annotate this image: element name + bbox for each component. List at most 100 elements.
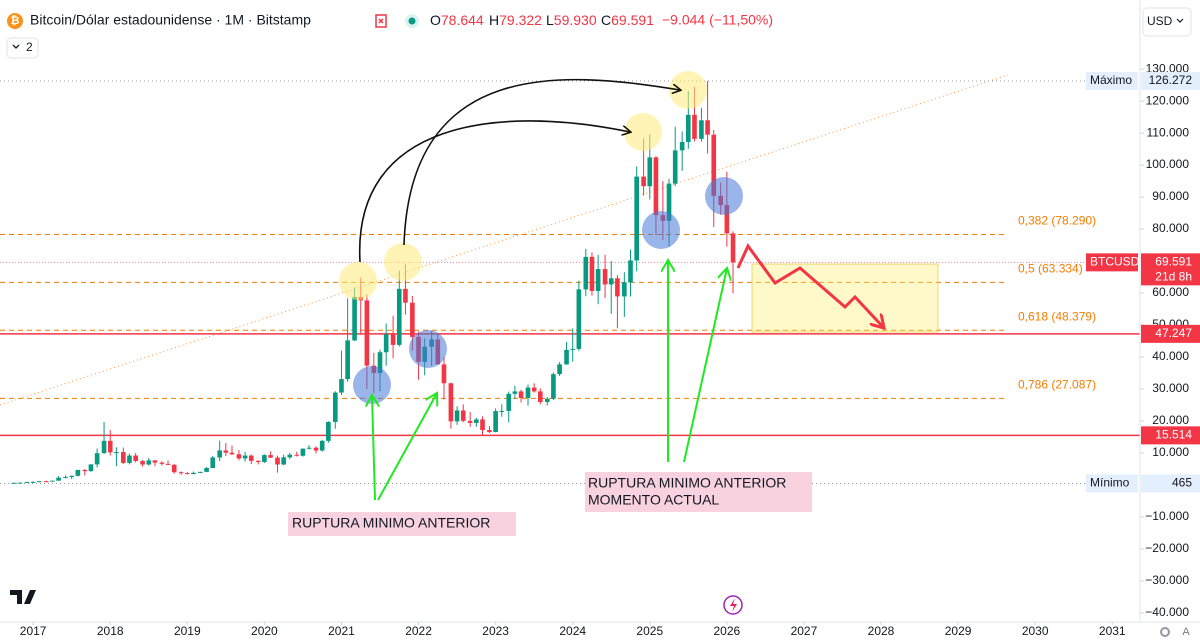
scale-mode[interactable]: A [1182, 626, 1190, 638]
candle-body [493, 411, 498, 433]
y-tick-label: 100.000 [1146, 157, 1190, 171]
price-line-value: 15.514 [1155, 428, 1192, 442]
currency: USD [1147, 14, 1173, 28]
candle-body [146, 460, 152, 465]
candle-body [679, 142, 685, 151]
candle-body [36, 481, 42, 483]
x-tick-label: 2027 [791, 624, 818, 638]
header: ₿ Bitcoin/Dólar estadounidense · 1M · Bi… [6, 12, 773, 59]
indicators-toggle[interactable] [6, 37, 39, 59]
candle-body [43, 481, 49, 483]
candle-body [506, 393, 512, 411]
candle-body [467, 420, 473, 423]
candle-body [647, 157, 653, 187]
x-tick-label: 2022 [405, 624, 432, 638]
candle-body [121, 452, 126, 463]
x-tick-label: 2028 [868, 624, 895, 638]
candle-body [248, 455, 254, 461]
candle-body [127, 455, 132, 463]
candle-body [236, 454, 242, 459]
annotation-text: RUPTURA MINIMO ANTERIOR [292, 515, 490, 531]
symbol-icon [7, 13, 23, 29]
highlight-yellow [669, 71, 707, 109]
x-tick-label: 2017 [20, 624, 47, 638]
candle-body [557, 364, 562, 375]
candle-body [114, 452, 119, 454]
candle-body [410, 302, 415, 337]
candle-body [198, 471, 203, 473]
ohlc-open: O78.644 [430, 12, 484, 28]
highlights [339, 71, 743, 404]
candle-body [56, 477, 61, 481]
candle-body [306, 447, 312, 449]
trend-line [0, 74, 1009, 406]
candle-body [101, 440, 107, 454]
y-tick-label: 60.000 [1152, 285, 1189, 299]
annotation-box [585, 472, 812, 512]
time-axis: 2017 2018 2019 2020 2021 2022 2023 2024 2025 2026… [0, 621, 1200, 638]
arrows [359, 78, 884, 501]
target-box [751, 263, 939, 333]
currency-button[interactable] [1142, 7, 1192, 37]
candle-body [345, 340, 350, 380]
candle-body [255, 460, 261, 462]
candle-body [217, 450, 222, 458]
candle-body [262, 455, 267, 462]
flag-icon[interactable] [375, 14, 387, 28]
alert-icon[interactable] [723, 595, 743, 615]
candle-body [672, 150, 678, 184]
candle-body [551, 374, 556, 399]
countdown: 21d 8h [1155, 270, 1192, 284]
candle-body [666, 183, 672, 221]
candle-body [608, 278, 614, 285]
candle-body [622, 282, 627, 297]
x-tick-label: 2025 [636, 624, 663, 638]
candle-body [711, 134, 717, 196]
candle-body [313, 447, 319, 451]
y-tick-label: 120.000 [1146, 93, 1190, 107]
ohlc-value: 59.930 [554, 12, 597, 28]
price-line-value-box [1141, 474, 1200, 493]
candle-body [454, 410, 460, 422]
ohlc-high: H79.322 [489, 12, 542, 28]
candle-body [152, 460, 158, 463]
chevron [12, 44, 20, 49]
candle-body [460, 410, 466, 421]
candle-body [538, 391, 543, 402]
y-tick-label: 40.000 [1152, 349, 1189, 363]
last-price-value: 69.591 [1155, 255, 1192, 269]
y-tick-label: 130.000 [1146, 61, 1190, 75]
candle-body [653, 157, 659, 216]
candle-body [692, 114, 697, 139]
candle-body [30, 481, 36, 483]
highlight-yellow [339, 262, 377, 300]
candle-body [441, 364, 447, 384]
x-tick-label: 2020 [251, 624, 278, 638]
levels-layer [0, 74, 1140, 485]
axis-background [1140, 0, 1200, 640]
x-tick-label: 2026 [714, 624, 741, 638]
candle-body [383, 334, 389, 353]
candle-body [730, 233, 736, 263]
candle-body [275, 457, 280, 465]
candle-body [332, 392, 338, 422]
candles [11, 81, 736, 484]
candle-body [11, 482, 17, 484]
candle-body [159, 462, 165, 464]
candle-body [487, 429, 492, 433]
indicators-count: 2 [26, 40, 33, 54]
symbol-tag-box [1086, 253, 1138, 272]
chevron [1176, 18, 1184, 23]
annotation-text: MOMENTO ACTUAL [588, 492, 719, 508]
candle-body [390, 334, 396, 345]
price-line-name: Mínimo [1090, 476, 1130, 490]
candle-body [595, 269, 601, 291]
change: −9.044 (−11,50%) [662, 12, 773, 28]
candle-body [17, 482, 23, 484]
x-tick-label: 2019 [174, 624, 201, 638]
y-tick-label: 20.000 [1152, 413, 1189, 427]
tv-logo[interactable] [10, 590, 36, 604]
ohlc-value: 78.644 [441, 12, 484, 28]
candle-body [576, 289, 582, 349]
settings-icon[interactable] [1160, 627, 1170, 637]
